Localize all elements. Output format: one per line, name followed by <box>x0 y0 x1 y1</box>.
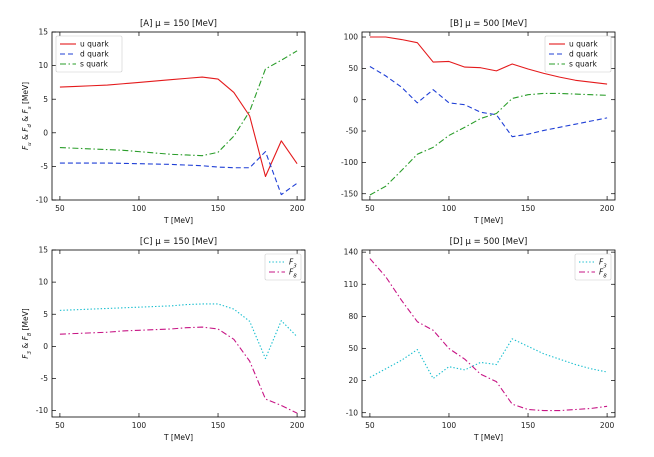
legend-box <box>574 253 612 281</box>
y-tick-label: 50 <box>348 344 358 353</box>
chart-title: [D] μ = 500 [MeV] <box>450 237 528 247</box>
x-axis-label: T [MeV] <box>473 216 503 225</box>
legend-label: d quark <box>80 50 109 59</box>
y-tick-label: 15 <box>38 28 48 37</box>
y-tick-label: -50 <box>346 127 358 136</box>
x-axis-label: T [MeV] <box>473 433 503 442</box>
x-tick-label: 150 <box>521 204 536 213</box>
y-tick-label: -5 <box>41 374 49 383</box>
y-tick-label: 0 <box>43 342 48 351</box>
y-tick-label: 0 <box>353 95 358 104</box>
x-tick-label: 50 <box>365 421 375 430</box>
y-axis-label: Fu & Fd & Fs [MeV] <box>21 82 33 150</box>
legend-label: u quark <box>80 40 109 49</box>
chart-title: [A] μ = 150 [MeV] <box>140 19 217 29</box>
legend-box <box>544 35 612 73</box>
y-tick-label: -10 <box>36 196 48 205</box>
x-tick-label: 100 <box>442 421 457 430</box>
y-tick-label: 0 <box>43 128 48 137</box>
chart-title: [B] μ = 500 [MeV] <box>450 19 527 29</box>
legend-label: s quark <box>80 60 108 69</box>
chart-panel-a: [A] μ = 150 [MeV] 50 100 150 200 -10 -5 0 5 10 15 T… <box>21 19 306 225</box>
legend-box <box>55 35 123 73</box>
x-tick-label: 50 <box>55 204 65 213</box>
y-tick-label: 10 <box>38 61 48 70</box>
y-axis-label: F3 & F8 [MeV] <box>21 308 33 358</box>
x-axis-label: T [MeV] <box>163 216 193 225</box>
x-axis-label: T [MeV] <box>163 433 193 442</box>
y-tick-label: 100 <box>344 33 359 42</box>
y-tick-label: 5 <box>43 310 48 319</box>
axes-frame <box>51 31 306 201</box>
series-line-s-quark <box>59 50 298 157</box>
x-tick-label: 150 <box>521 421 536 430</box>
y-tick-label: -5 <box>41 162 49 171</box>
y-tick-label: 15 <box>38 246 48 255</box>
legend-label: u quark <box>569 40 598 49</box>
chart-panel-b: [B] μ = 500 [MeV] 50 100 150 200 -150 -100 -50 0… <box>341 19 616 225</box>
series-line-d-quark <box>369 66 608 138</box>
x-tick-label: 100 <box>132 204 147 213</box>
y-tick-label: 140 <box>344 248 359 257</box>
legend-label: d quark <box>569 50 598 59</box>
series-line-u-quark <box>59 76 298 178</box>
chart-panel-d: [D] μ = 500 [MeV] 50 100 150 200 -10 20 50 80 110… <box>344 237 616 442</box>
y-tick-label: -150 <box>341 189 358 198</box>
x-tick-label: 200 <box>600 204 615 213</box>
series-line-f-8 <box>59 326 298 414</box>
x-tick-label: 100 <box>132 421 147 430</box>
x-tick-label: 150 <box>211 421 226 430</box>
x-tick-label: 200 <box>290 421 305 430</box>
legend-label: s quark <box>569 60 597 69</box>
series-line-s-quark <box>369 92 608 196</box>
axes-frame <box>51 249 306 418</box>
y-tick-label: -100 <box>341 158 358 167</box>
series-line-f-8 <box>369 258 608 412</box>
chart-title: [C] μ = 150 [MeV] <box>140 237 217 247</box>
y-tick-label: 20 <box>348 376 358 385</box>
x-tick-label: 50 <box>55 421 65 430</box>
x-tick-label: 50 <box>365 204 375 213</box>
series-line-f-3 <box>369 338 608 380</box>
y-tick-label: 80 <box>348 312 358 321</box>
legend-box <box>264 253 302 281</box>
legend-label: F8 <box>289 268 297 280</box>
y-tick-label: 110 <box>344 280 359 289</box>
legend-label: F3 <box>289 258 297 270</box>
chart-panel-c: [C] μ = 150 [MeV] 50 100 150 200 -10 -5 0 5 10 15 T… <box>21 237 306 442</box>
y-tick-label: 50 <box>348 64 358 73</box>
y-tick-label: 10 <box>38 278 48 287</box>
legend-label: F3 <box>599 258 607 270</box>
axes-frame <box>361 249 616 418</box>
axes-frame <box>361 31 616 201</box>
y-tick-label: 5 <box>43 95 48 104</box>
x-tick-label: 200 <box>290 204 305 213</box>
series-line-u-quark <box>369 36 608 85</box>
y-tick-label: -10 <box>346 408 358 417</box>
series-line-f-3 <box>59 303 298 360</box>
series-line-d-quark <box>59 151 298 196</box>
y-tick-label: -10 <box>36 406 48 415</box>
legend-label: F8 <box>599 268 607 280</box>
x-tick-label: 150 <box>211 204 226 213</box>
x-tick-label: 100 <box>442 204 457 213</box>
x-tick-label: 200 <box>600 421 615 430</box>
